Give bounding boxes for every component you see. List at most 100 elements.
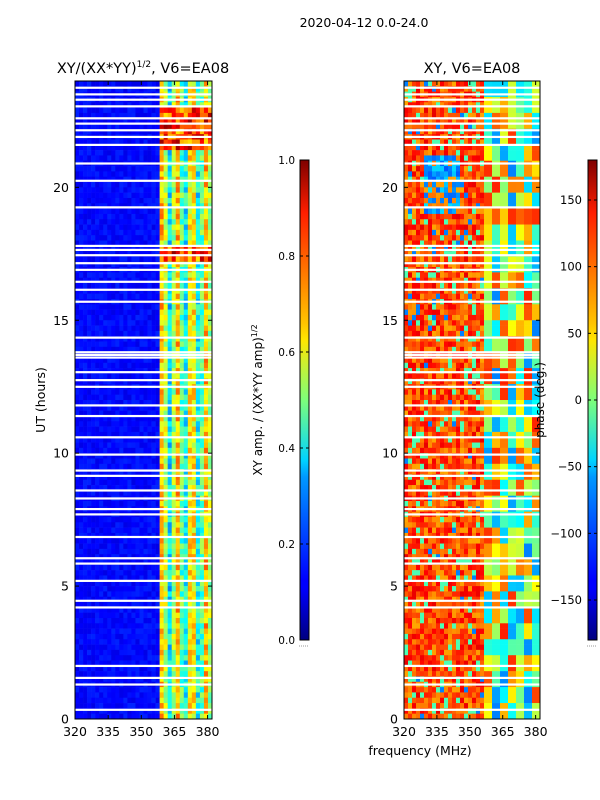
- amplitude-heat-cell: [155, 703, 160, 709]
- amplitude-heat-cell: [123, 293, 128, 300]
- amplitude-heat-cell: [127, 708, 132, 714]
- phase-heat-cell: [408, 155, 413, 162]
- amplitude-heat-cell: [127, 559, 132, 566]
- amplitude-heat-cell: [111, 410, 116, 417]
- amplitude-heat-cell: [75, 256, 80, 263]
- amplitude-heat-cell: [79, 107, 84, 114]
- amplitude-heat-cell: [131, 687, 136, 693]
- amplitude-heat-cell: [111, 277, 116, 284]
- amplitude-heat-cell: [127, 256, 132, 263]
- amplitude-heat-cell: [195, 426, 201, 433]
- amplitude-heat-cell: [163, 644, 168, 651]
- phase-heat-cell: [512, 192, 517, 199]
- phase-heat-cell: [420, 192, 425, 199]
- amplitude-heat-cell: [79, 676, 84, 683]
- amplitude-heat-cell: [83, 532, 88, 539]
- amplitude-heat-cell: [91, 639, 96, 645]
- amplitude-heat-cell: [207, 112, 212, 119]
- amplitude-heat-cell: [115, 405, 120, 411]
- amplitude-panel: XY/(XX*YY)1/2, V6=EA08 320 335 350 365 38005…: [33, 60, 229, 739]
- amplitude-heat-cell: [191, 394, 197, 401]
- amplitude-heat-cell: [183, 665, 189, 672]
- amplitude-heat-cell: [87, 431, 92, 438]
- amplitude-heat-cell: [203, 378, 209, 385]
- amplitude-heat-cell: [187, 522, 193, 528]
- amplitude-heat-cell: [139, 118, 144, 124]
- amplitude-heat-cell: [111, 245, 116, 252]
- amplitude-heat-cell: [175, 86, 181, 92]
- amplitude-heat-cell: [127, 516, 132, 523]
- amplitude-heat-cell: [155, 463, 160, 470]
- amplitude-heat-cell: [147, 378, 152, 385]
- amplitude-heat-cell: [99, 453, 104, 459]
- amplitude-heat-cell: [75, 453, 80, 459]
- amplitude-heat-cell: [91, 649, 96, 656]
- amplitude-heat-cell: [187, 389, 193, 395]
- amplitude-heat-cell: [159, 150, 164, 156]
- amplitude-heat-cell: [167, 277, 173, 284]
- amplitude-heat-cell: [167, 655, 173, 661]
- amplitude-heat-cell: [123, 665, 128, 672]
- amplitude-heat-cell: [199, 187, 205, 193]
- amplitude-heat-cell: [135, 580, 140, 587]
- amplitude-heat-cell: [155, 123, 160, 130]
- amplitude-heat-cell: [139, 415, 144, 422]
- amplitude-heat-cell: [179, 501, 185, 507]
- amplitude-heat-cell: [171, 602, 177, 608]
- amplitude-heat-cell: [195, 81, 201, 87]
- phase-heat-cell: [472, 112, 477, 119]
- amplitude-colorbar-tick-label: 0.8: [278, 251, 295, 263]
- amplitude-flagged-row: [75, 436, 212, 439]
- amplitude-heat-cell: [207, 596, 212, 603]
- amplitude-heat-cell: [107, 570, 112, 576]
- amplitude-heat-cell: [159, 532, 164, 539]
- amplitude-heat-cell: [123, 224, 128, 231]
- phase-heat-cell: [436, 118, 441, 124]
- amplitude-heat-cell: [103, 633, 108, 640]
- phase-heat-cell: [532, 123, 537, 130]
- amplitude-heat-cell: [207, 655, 212, 661]
- amplitude-heat-cell: [91, 182, 96, 188]
- amplitude-heat-cell: [131, 633, 136, 640]
- amplitude-heat-cell: [199, 256, 205, 263]
- amplitude-heat-cell: [131, 118, 136, 124]
- amplitude-heat-cell: [119, 123, 124, 130]
- amplitude-heat-cell: [123, 203, 128, 209]
- amplitude-heat-cell: [159, 320, 164, 326]
- amplitude-heat-cell: [83, 543, 88, 550]
- amplitude-heat-cell: [175, 123, 181, 130]
- amplitude-heat-cell: [83, 251, 88, 257]
- phase-heat-cell: [484, 192, 489, 199]
- amplitude-heat-cell: [183, 522, 189, 528]
- amplitude-heat-cell: [79, 240, 84, 247]
- amplitude-heat-cell: [191, 410, 197, 417]
- amplitude-heat-cell: [143, 272, 148, 279]
- amplitude-heat-cell: [127, 586, 132, 592]
- amplitude-heat-cell: [171, 655, 177, 661]
- phase-heat-cell: [428, 187, 433, 193]
- amplitude-heat-cell: [111, 112, 116, 119]
- phase-heat-cell: [472, 144, 477, 151]
- amplitude-heat-cell: [199, 617, 205, 624]
- amplitude-heat-cell: [143, 112, 148, 119]
- amplitude-heat-cell: [127, 320, 132, 326]
- amplitude-heat-cell: [127, 224, 132, 231]
- amplitude-heat-cell: [187, 362, 193, 369]
- amplitude-heat-cell: [199, 304, 205, 310]
- amplitude-heat-cell: [83, 649, 88, 656]
- amplitude-heat-cell: [147, 86, 152, 92]
- amplitude-heat-cell: [91, 623, 96, 629]
- phase-heat-cell: [508, 139, 513, 146]
- phase-heat-cell: [444, 197, 449, 204]
- amplitude-heat-cell: [195, 538, 201, 544]
- amplitude-heat-cell: [123, 607, 128, 613]
- amplitude-heat-cell: [203, 713, 209, 719]
- amplitude-heat-cell: [151, 665, 156, 672]
- amplitude-heat-cell: [171, 538, 177, 544]
- amplitude-heat-cell: [135, 548, 140, 555]
- amplitude-heat-cell: [183, 559, 189, 566]
- amplitude-heat-cell: [79, 389, 84, 395]
- amplitude-heat-cell: [115, 570, 120, 576]
- amplitude-heat-cell: [135, 649, 140, 656]
- amplitude-heat-cell: [87, 304, 92, 310]
